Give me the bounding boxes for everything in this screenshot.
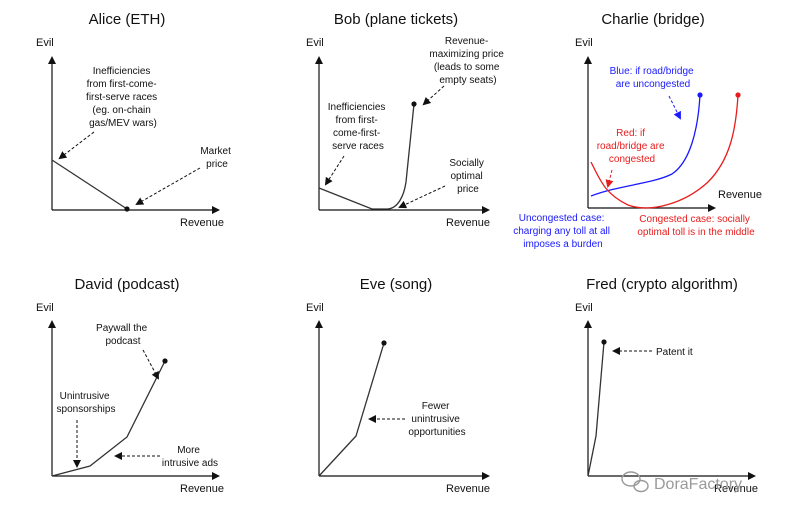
arrow-paywall [142, 349, 159, 380]
y-axis-label: Evil [306, 302, 324, 314]
panel-title: Charlie (bridge) [601, 11, 704, 28]
panel-david: David (podcast) Evil Revenue Paywall the… [36, 276, 224, 495]
panel-charlie: Charlie (bridge) Evil Revenue Blue: if r… [513, 11, 762, 250]
note-market-price: Market price [200, 146, 233, 170]
note-paywall: Paywall the podcast [96, 323, 150, 347]
curve-endpoint [601, 339, 607, 345]
y-axis-label: Evil [575, 302, 593, 314]
note-unintrusive: Unintrusive sponsorships [57, 391, 116, 415]
curve-endpoint [381, 340, 387, 346]
arrow-market-price [135, 167, 201, 205]
panel-bob: Bob (plane tickets) Evil Revenue Revenue… [306, 11, 506, 229]
panel-title: David (podcast) [74, 276, 179, 293]
x-axis-label: Revenue [446, 483, 490, 495]
blue-endpoint [697, 92, 703, 98]
note-inefficiencies: Inefficiencies from first-come- first-se… [86, 66, 160, 129]
evil-curve [51, 159, 128, 210]
note-socially-optimal: Socially optimal price [449, 158, 486, 195]
panel-title: Bob (plane tickets) [334, 11, 458, 28]
note-red: Red: if road/bridge are congested [597, 128, 668, 165]
evil-curve [318, 342, 385, 477]
watermark: DoraFactory [621, 471, 742, 493]
panel-alice: Alice (ETH) Evil Revenue Inefficiencies … [36, 11, 233, 229]
note-congested-case: Congested case: socially optimal toll is… [637, 214, 755, 238]
panel-title: Eve (song) [360, 276, 433, 293]
evil-curve [51, 360, 166, 477]
note-revenue-max: Revenue- maximizing price (leads to some… [429, 36, 506, 86]
x-axis-label: Revenue [718, 189, 762, 201]
panel-title: Alice (ETH) [89, 11, 166, 28]
x-axis-label: Revenue [180, 217, 224, 229]
note-blue: Blue: if road/bridge are uncongested [610, 66, 697, 90]
y-axis-label: Evil [36, 37, 54, 49]
y-axis-label: Evil [36, 302, 54, 314]
arrow-inefficiencies [324, 155, 345, 186]
note-patent: Patent it [656, 347, 693, 358]
arrow-inefficiencies [58, 131, 95, 160]
curve-endpoint [162, 358, 168, 364]
x-axis-label: Revenue [714, 483, 758, 495]
watermark-text: DoraFactory [654, 476, 742, 493]
panel-eve: Eve (song) Evil Revenue Fewer unintrusiv… [306, 276, 490, 495]
note-inefficiencies: Inefficiencies from first- come-first- s… [328, 102, 388, 152]
y-axis-label: Evil [306, 37, 324, 49]
curve-endpoint [124, 206, 130, 212]
note-more-ads: More intrusive ads [162, 445, 218, 469]
note-uncongested-case: Uncongested case: charging any toll at a… [513, 213, 613, 250]
chat-bubble-icon [621, 471, 649, 493]
y-axis-label: Evil [575, 37, 593, 49]
arrow-red [605, 169, 614, 188]
evil-curve [587, 341, 605, 477]
red-curve [590, 94, 739, 209]
curve-endpoint [411, 101, 417, 107]
panel-title: Fred (crypto algorithm) [586, 276, 738, 293]
arrow-blue [668, 95, 681, 120]
x-axis-label: Revenue [180, 483, 224, 495]
x-axis-label: Revenue [446, 217, 490, 229]
arrow-revenue-max [422, 85, 445, 106]
arrow-socially-optimal [398, 185, 446, 209]
panel-fred: Fred (crypto algorithm) Evil Revenue Pat… [575, 276, 758, 495]
note-fewer: Fewer unintrusive opportunities [408, 401, 465, 438]
red-endpoint [735, 92, 741, 98]
blue-curve [590, 94, 701, 197]
